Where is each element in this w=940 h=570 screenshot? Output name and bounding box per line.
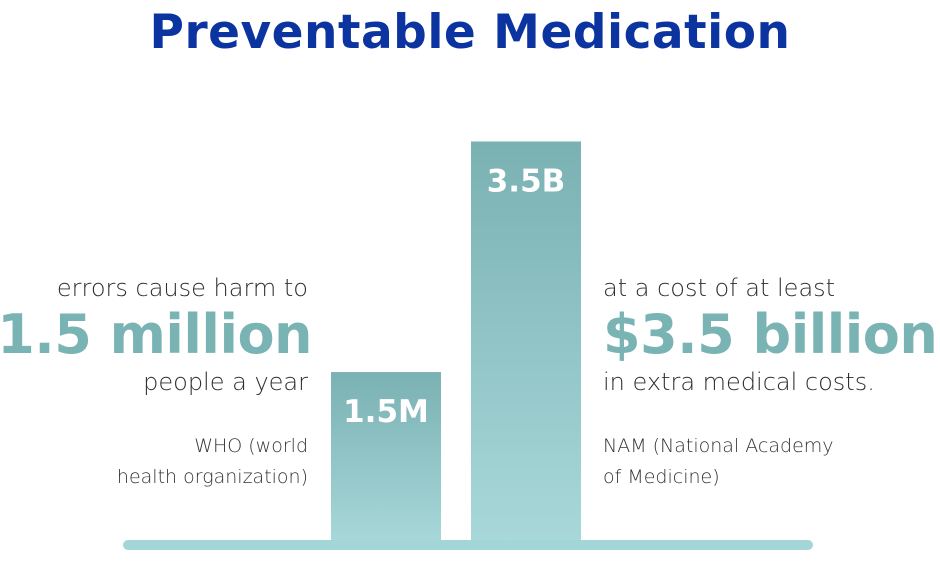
left-tail-text: people a year — [143, 368, 308, 396]
right-tail-text: in extra medical costs. — [603, 368, 875, 396]
right-source-line1: NAM (National Academy — [603, 435, 834, 457]
bar-2-value-label: 3.5B — [487, 163, 566, 199]
left-lead-text: errors cause harm to — [56, 274, 308, 302]
right-highlight-value: $3.5 billion — [603, 303, 938, 366]
bar-1 — [331, 372, 441, 545]
right-annotation: at a cost of at least $3.5 billion in ex… — [603, 273, 938, 493]
right-source-line2: of Medicine) — [603, 466, 720, 488]
left-source-line2: health organization) — [116, 466, 308, 488]
left-highlight-value: 1.5 million — [0, 303, 312, 366]
right-lead-text: at a cost of at least — [603, 274, 836, 302]
bar-1-value-label: 1.5M — [343, 394, 429, 430]
left-annotation: errors cause harm to 1.5 million people … — [0, 273, 312, 493]
bar-2 — [471, 141, 581, 545]
page-title: Preventable Medication — [149, 5, 791, 60]
chart-baseline — [123, 540, 813, 550]
left-source-line1: WHO (world — [194, 435, 308, 457]
